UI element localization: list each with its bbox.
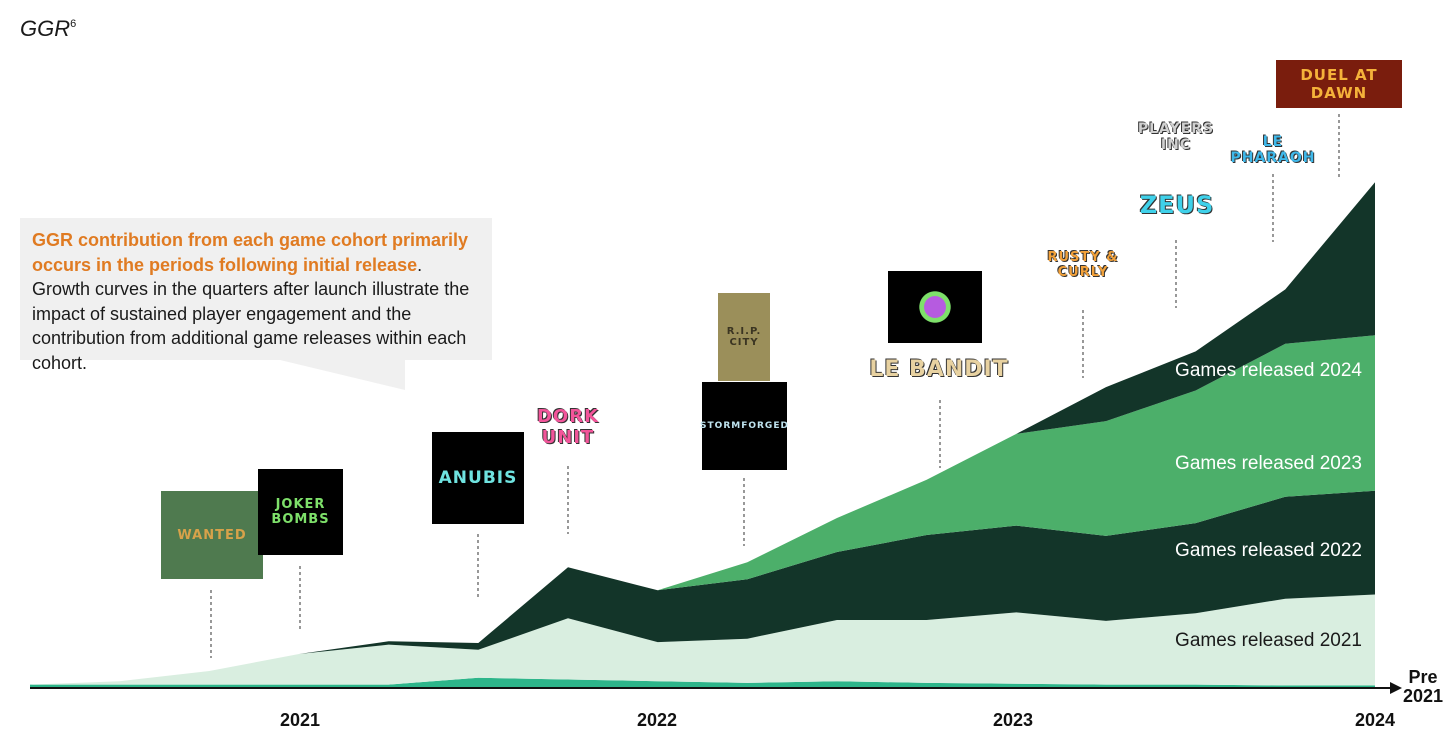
callout-box	[20, 218, 492, 360]
le-pharaoh-logo: LE PHARAOH	[1230, 134, 1316, 166]
rusty-curly-logo: RUSTY & CURLY	[1047, 250, 1119, 280]
players-inc-logo: PLAYERS INC	[1137, 121, 1215, 153]
wanted-logo: WANTED	[161, 491, 263, 579]
duel-at-dawn-logo: DUEL AT DAWN	[1276, 60, 1402, 108]
area-games-released-2023	[30, 335, 1375, 685]
chart-title: GGR6	[20, 16, 77, 41]
x-axis-end-label: Pre 2021	[1402, 667, 1444, 706]
area-games-released-2022	[30, 490, 1375, 685]
release-leader-lines	[210, 114, 1340, 658]
dork-unit-logo: DORK UNIT	[536, 406, 600, 448]
le-bandit-logo: LE BANDIT	[869, 356, 1009, 382]
area-layers	[30, 182, 1375, 688]
x-tick-label: 2023	[993, 710, 1033, 730]
x-axis-arrow	[1390, 682, 1402, 694]
stormforged-logo: STORMFORGED	[700, 382, 788, 470]
hand-of-anubis-logo: ANUBIS	[432, 432, 524, 524]
series-label: Games released 2021	[1175, 630, 1362, 651]
le-bandit-art-logo	[888, 271, 982, 343]
area-games-released-2021	[30, 594, 1375, 686]
series-label: Games released 2022	[1175, 540, 1362, 561]
rip-city-logo: R.I.P. CITY	[718, 293, 770, 381]
zeus-logo: ZEUS	[1139, 191, 1215, 219]
joker-bombs-logo: JOKER BOMBS	[258, 469, 343, 555]
callout-pointer	[280, 360, 405, 390]
series-labels: Games released 2024 Games released 2023 Ga…	[1175, 360, 1362, 651]
series-label: Games released 2024	[1175, 360, 1362, 381]
x-tick-label: 2021	[280, 710, 320, 730]
x-axis: 2021 2022 2023 2024	[30, 682, 1402, 730]
x-tick-label: 2022	[637, 710, 677, 730]
area-pre-2021	[30, 677, 1375, 688]
series-label: Games released 2023	[1175, 453, 1362, 474]
x-tick-label: 2024	[1355, 710, 1395, 730]
callout-text: GGR contribution from each game cohort p…	[32, 230, 470, 373]
